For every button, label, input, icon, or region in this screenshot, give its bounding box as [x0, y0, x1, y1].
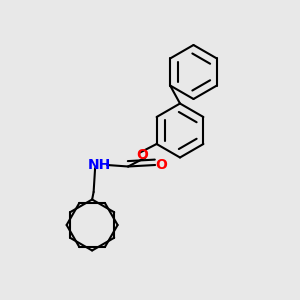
Text: NH: NH [88, 158, 111, 172]
Text: O: O [155, 158, 167, 172]
Text: O: O [136, 148, 148, 162]
